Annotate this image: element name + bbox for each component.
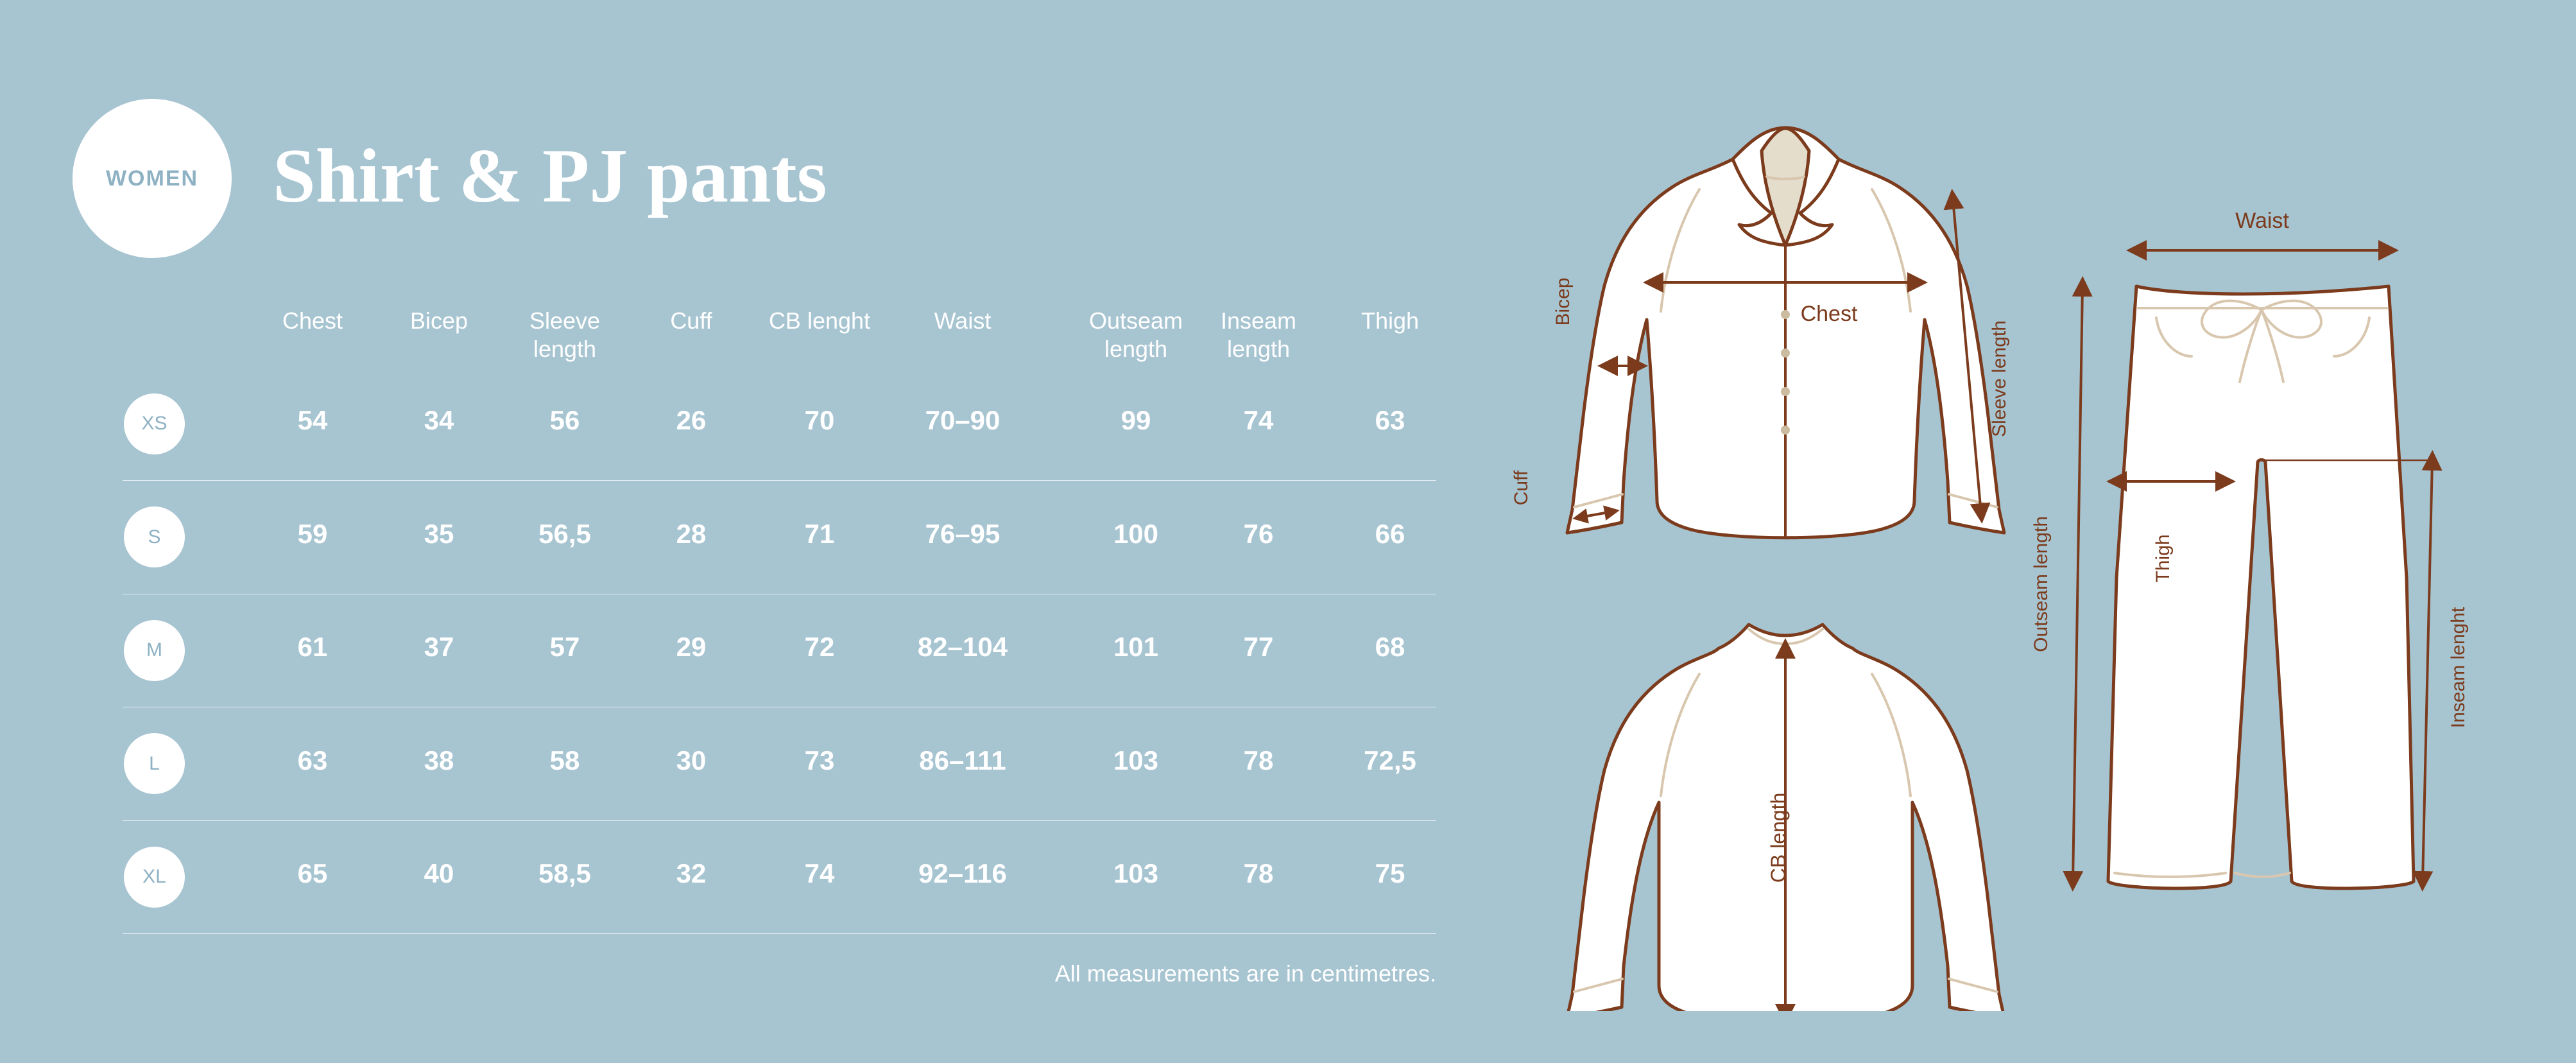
svg-text:Waist: Waist [2235, 209, 2289, 233]
svg-text:Inseam lenght: Inseam lenght [2448, 607, 2469, 728]
svg-text:Bicep: Bicep [1552, 277, 1574, 325]
svg-text:Sleeve length: Sleeve length [1989, 320, 2010, 437]
svg-text:Chest: Chest [1801, 302, 1858, 326]
svg-text:Cuff: Cuff [1511, 470, 1532, 505]
svg-text:CB length: CB length [1767, 793, 1790, 883]
svg-text:Outseam length: Outseam length [2031, 516, 2052, 652]
svg-text:Thigh: Thigh [2152, 534, 2174, 582]
